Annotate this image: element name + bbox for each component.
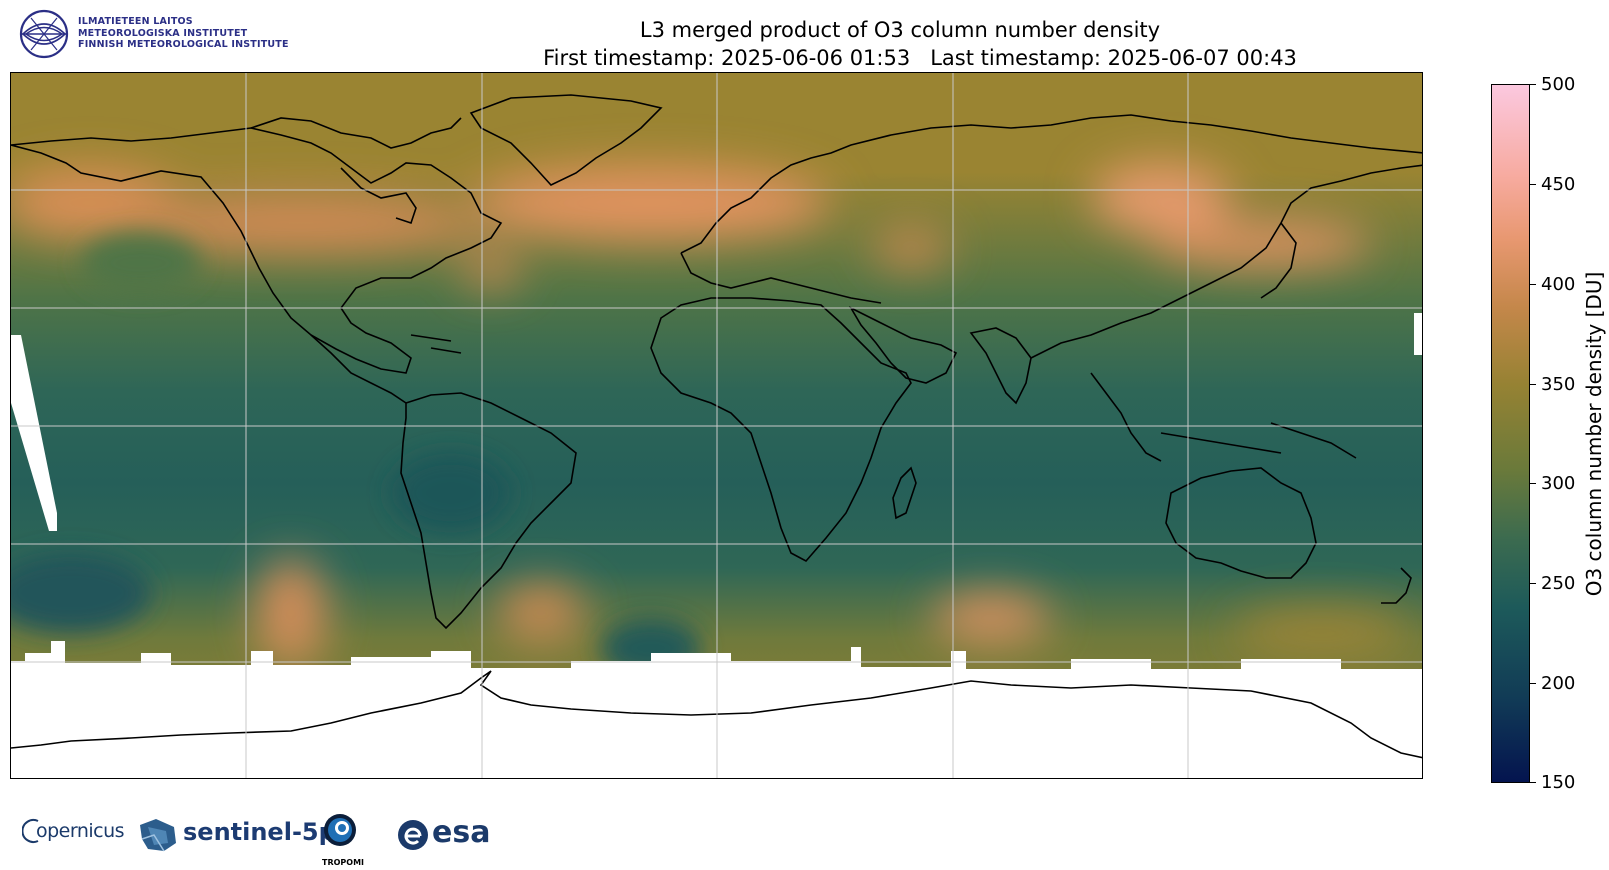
colorbar-tick-label: 400	[1541, 274, 1576, 295]
colorbar-tick-label: 250	[1541, 573, 1576, 594]
colorbar-tick-label: 500	[1541, 74, 1576, 95]
sentinel-5p-logo-text: sentinel-5p	[183, 818, 336, 846]
no-data-edge	[1414, 313, 1422, 355]
colorbar-tick	[1530, 483, 1536, 484]
colorbar-tick-label: 150	[1541, 772, 1576, 793]
colorbar-tick-label: 450	[1541, 174, 1576, 195]
title-line-1: L3 merged product of O3 column number de…	[639, 18, 1161, 42]
map-title: L3 merged product of O3 column number de…	[0, 16, 1470, 72]
colorbar-tick	[1530, 384, 1536, 385]
copernicus-logo-icon	[22, 819, 39, 843]
colorbar-label: O3 column number density [DU]	[1582, 271, 1606, 597]
colorbar-tick	[1530, 583, 1536, 584]
colorbar-tick	[1530, 683, 1536, 684]
esa-logo-icon	[398, 820, 428, 850]
tropomi-logo-icon	[324, 814, 356, 846]
colorbar-tick-label: 200	[1541, 673, 1576, 694]
colorbar-tick	[1530, 782, 1536, 783]
tropomi-logo-text: TROPOMI	[322, 858, 365, 867]
institute-name-en: FINNISH METEOROLOGICAL INSTITUTE	[78, 39, 289, 50]
sentinel-5p-satellite-icon	[140, 819, 176, 852]
title-line-2: First timestamp: 2025-06-06 01:53 Last t…	[543, 46, 1297, 70]
coastlines	[11, 94, 1422, 759]
colorbar-tick	[1530, 84, 1536, 85]
gridlines	[11, 73, 1422, 778]
institute-name-fi: ILMATIETEEN LAITOS	[78, 16, 193, 27]
ozone-map-canvas	[11, 73, 1422, 778]
esa-logo-text: esa	[432, 815, 491, 850]
colorbar-tick-label: 300	[1541, 473, 1576, 494]
ozone-map	[10, 72, 1423, 779]
colorbar-tick-label: 350	[1541, 374, 1576, 395]
institute-name: ILMATIETEEN LAITOS METEOROLOGISKA INSTIT…	[78, 16, 289, 51]
fmi-logo-icon	[19, 9, 69, 59]
ozone-highs	[11, 163, 1411, 668]
colorbar-tick	[1530, 284, 1536, 285]
no-data-swath	[11, 335, 57, 531]
copernicus-logo-text: opernicus	[36, 820, 125, 842]
colorbar-tick	[1530, 184, 1536, 185]
colorbar	[1491, 84, 1530, 783]
institute-name-sv: METEOROLOGISKA INSTITUTET	[78, 27, 248, 39]
